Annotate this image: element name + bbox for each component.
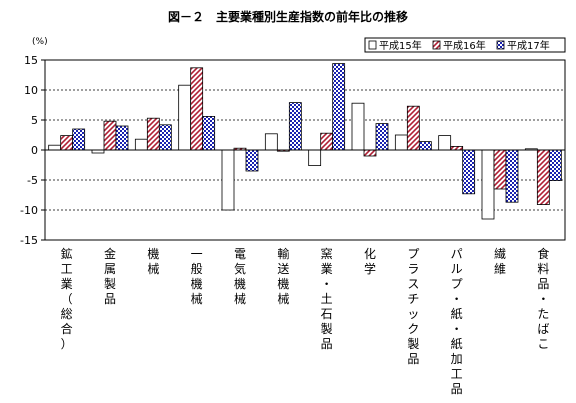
bar bbox=[146, 117, 160, 151]
x-tick-label: 鉱工業（総合） bbox=[61, 246, 73, 351]
bar bbox=[72, 128, 86, 151]
bar bbox=[363, 149, 377, 157]
x-tick-label: 化学 bbox=[364, 247, 376, 276]
y-tick-label: -10 bbox=[20, 204, 38, 217]
y-tick-label: -15 bbox=[20, 234, 38, 247]
x-tick-label: 金属製品 bbox=[104, 246, 116, 306]
bar bbox=[245, 149, 259, 172]
bar bbox=[60, 135, 74, 151]
legend-label: 平成16年 bbox=[443, 39, 486, 52]
bar bbox=[418, 141, 432, 151]
bar bbox=[505, 149, 519, 203]
bar bbox=[190, 67, 204, 151]
legend-swatch bbox=[496, 40, 505, 50]
x-tick-label: プラスチック製品 bbox=[407, 247, 419, 366]
legend-label: 平成15年 bbox=[379, 39, 422, 52]
bar bbox=[536, 149, 550, 205]
y-tick-label: -5 bbox=[27, 174, 38, 187]
bar bbox=[221, 149, 235, 211]
bar bbox=[548, 149, 562, 182]
bar bbox=[202, 116, 216, 151]
x-tick-label: 電気機械 bbox=[234, 247, 246, 306]
bar bbox=[115, 125, 129, 151]
legend-swatch bbox=[368, 40, 377, 50]
y-tick-label: 0 bbox=[31, 144, 38, 157]
bar bbox=[264, 133, 278, 151]
bar bbox=[438, 135, 452, 151]
x-tick-label: 窯業・土石製品 bbox=[321, 246, 333, 351]
bar bbox=[375, 123, 389, 151]
bar bbox=[288, 102, 302, 151]
bar bbox=[332, 63, 346, 151]
bar bbox=[134, 138, 148, 151]
bar bbox=[351, 102, 365, 151]
bar bbox=[481, 149, 495, 220]
bar bbox=[48, 144, 62, 151]
bar bbox=[178, 84, 192, 151]
bar bbox=[462, 149, 476, 195]
bar bbox=[493, 149, 507, 190]
bar bbox=[450, 145, 464, 151]
x-tick-label: 食料品・たばこ bbox=[537, 246, 549, 351]
bar bbox=[308, 149, 322, 166]
x-tick-label: パルプ・紙・紙加工品 bbox=[451, 247, 463, 396]
bar bbox=[394, 134, 408, 151]
legend-label: 平成17年 bbox=[507, 39, 550, 52]
legend-box bbox=[364, 37, 566, 53]
x-tick-label: 一般機械 bbox=[191, 247, 203, 306]
x-tick-label: 機械 bbox=[147, 246, 159, 276]
x-tick-label: 繊維 bbox=[494, 247, 506, 276]
bar bbox=[406, 105, 420, 151]
x-tick-label: 輸送機械 bbox=[277, 246, 289, 306]
legend-swatch bbox=[432, 40, 441, 50]
y-axis-unit: (%) bbox=[32, 37, 48, 47]
y-tick-label: 5 bbox=[31, 114, 38, 127]
chart-title: 図－２ 主要業種別生産指数の前年比の推移 bbox=[167, 10, 408, 24]
y-tick-label: 10 bbox=[24, 84, 38, 97]
bar bbox=[103, 120, 117, 151]
bar bbox=[320, 132, 334, 151]
bar bbox=[158, 124, 172, 151]
y-tick-label: 15 bbox=[24, 54, 38, 67]
